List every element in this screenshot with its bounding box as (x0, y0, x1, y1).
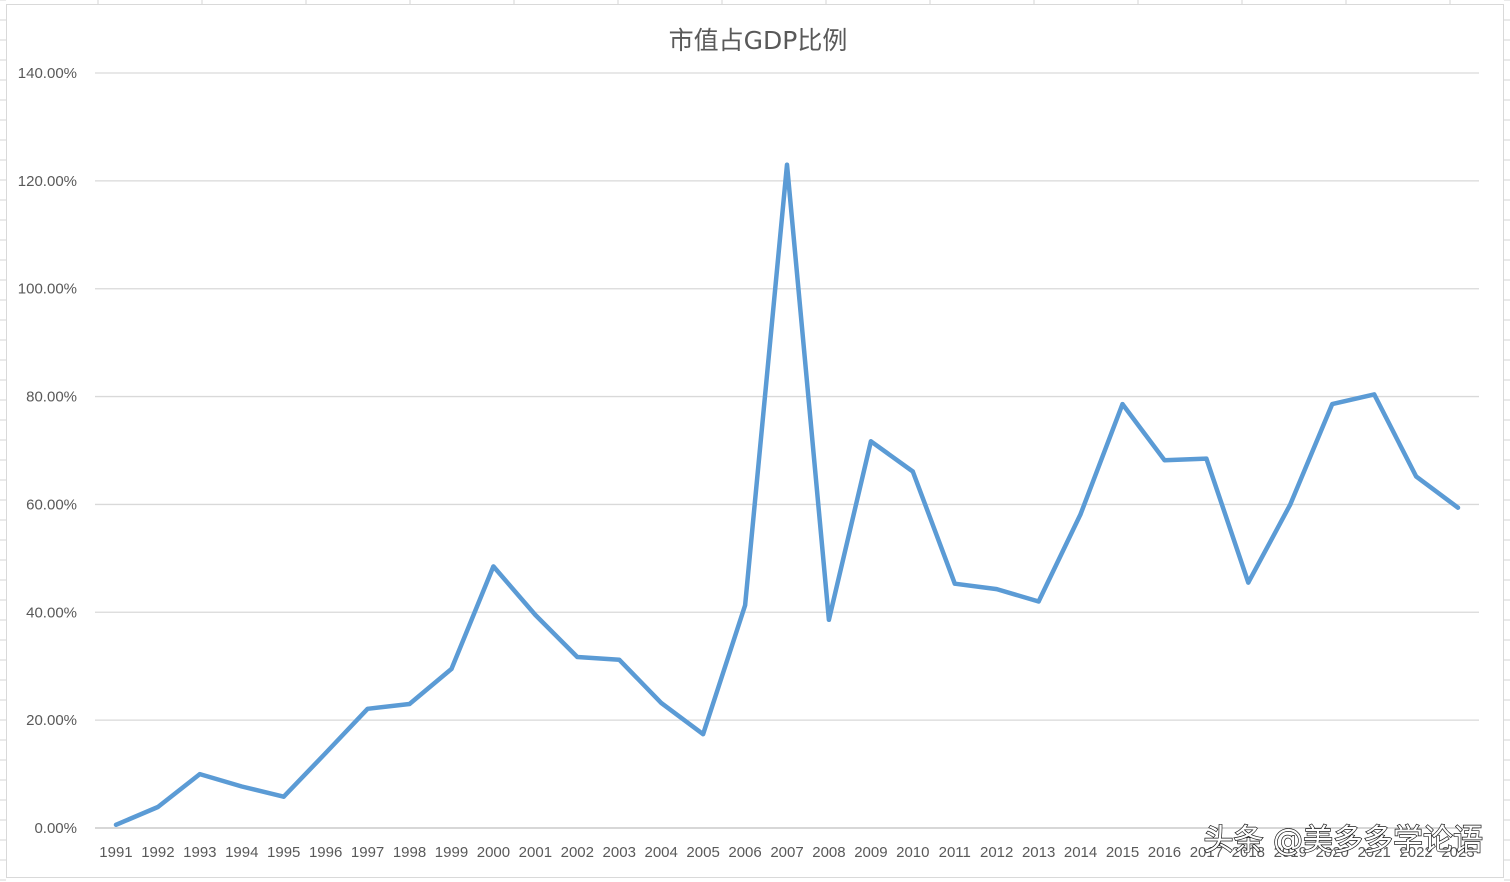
data-point (365, 706, 370, 711)
x-axis-tick-labels: 1991 1992 1993 1994 1995 1996 1997 1998 1999 2000… (99, 844, 1474, 861)
x-tick-label: 2003 (603, 844, 636, 861)
chart-title: 市值占GDP比例 (669, 26, 848, 55)
data-point (952, 581, 957, 586)
data-point (1414, 474, 1419, 479)
data-point (491, 564, 496, 569)
data-point (1330, 402, 1335, 407)
watermark-text: 头条 @美多多学论语 (1203, 823, 1483, 858)
data-point (994, 587, 999, 592)
data-point (449, 666, 454, 671)
x-tick-label: 2017 (1190, 844, 1223, 861)
data-point (113, 822, 118, 827)
x-tick-label: 2004 (644, 844, 677, 861)
y-tick-label: 140.00% (18, 65, 77, 82)
line-chart: 市值占GDP比例 0.00% 20.00% 40.00% 60.00% 80.00% 10… (18, 26, 1484, 861)
data-point (323, 751, 328, 756)
x-tick-label: 2020 (1316, 844, 1349, 861)
x-tick-label: 2023 (1441, 844, 1474, 861)
x-tick-label: 2021 (1357, 844, 1390, 861)
x-tick-label: 1999 (435, 844, 468, 861)
data-point (533, 612, 538, 617)
data-point (1288, 502, 1293, 507)
x-tick-label: 1992 (141, 844, 174, 861)
x-tick-label: 2013 (1022, 844, 1055, 861)
x-tick-label: 2005 (686, 844, 719, 861)
y-tick-label: 100.00% (18, 281, 77, 298)
data-point (575, 655, 580, 660)
x-tick-label: 2006 (728, 844, 761, 861)
x-tick-label: 1993 (183, 844, 216, 861)
data-point (197, 772, 202, 777)
x-tick-label: 2009 (854, 844, 887, 861)
x-tick-label: 2018 (1232, 844, 1265, 861)
x-tick-label: 2007 (770, 844, 803, 861)
x-tick-label: 1991 (99, 844, 132, 861)
chart-area[interactable]: 市值占GDP比例 0.00% 20.00% 40.00% 60.00% 80.00% 10… (6, 4, 1504, 878)
y-tick-label: 0.00% (34, 820, 77, 837)
data-point (743, 603, 748, 608)
y-tick-label: 20.00% (26, 712, 77, 729)
gridlines (95, 72, 1479, 721)
data-point (407, 701, 412, 706)
data-point (910, 469, 915, 474)
data-point (1078, 512, 1083, 517)
data-point (1372, 392, 1377, 397)
series-lines (113, 162, 1461, 828)
y-axis-tick-labels: 0.00% 20.00% 40.00% 60.00% 80.00% 100.00% 120.… (18, 65, 77, 837)
x-tick-label: 1997 (351, 844, 384, 861)
data-point (1162, 458, 1167, 463)
data-point (617, 657, 622, 662)
x-tick-label: 2000 (477, 844, 510, 861)
x-tick-label: 2022 (1399, 844, 1432, 861)
data-point (868, 439, 873, 444)
data-point (1120, 402, 1125, 407)
data-point (659, 700, 664, 705)
x-tick-label: 1998 (393, 844, 426, 861)
data-point (1456, 505, 1461, 510)
y-tick-label: 120.00% (18, 173, 77, 190)
x-tick-label: 2019 (1274, 844, 1307, 861)
data-point (1246, 580, 1251, 585)
series-line (113, 162, 1461, 828)
y-tick-label: 60.00% (26, 496, 77, 513)
data-point (701, 732, 706, 737)
data-point (1036, 599, 1041, 604)
data-point (1204, 456, 1209, 461)
data-point (239, 784, 244, 789)
x-tick-label: 2012 (980, 844, 1013, 861)
x-tick-label: 2008 (812, 844, 845, 861)
x-tick-label: 2001 (519, 844, 552, 861)
x-tick-label: 2016 (1148, 844, 1181, 861)
data-point (155, 804, 160, 809)
data-point (281, 794, 286, 799)
x-tick-label: 2011 (939, 844, 971, 861)
x-tick-label: 1996 (309, 844, 342, 861)
x-tick-label: 1995 (267, 844, 300, 861)
x-tick-label: 1994 (225, 844, 258, 861)
y-tick-label: 40.00% (26, 604, 77, 621)
data-point (785, 162, 789, 167)
x-tick-label: 2015 (1106, 844, 1139, 861)
data-point (826, 617, 831, 622)
x-tick-label: 2002 (561, 844, 594, 861)
x-tick-label: 2010 (896, 844, 929, 861)
y-tick-label: 80.00% (26, 389, 77, 406)
x-tick-label: 2014 (1064, 844, 1097, 861)
